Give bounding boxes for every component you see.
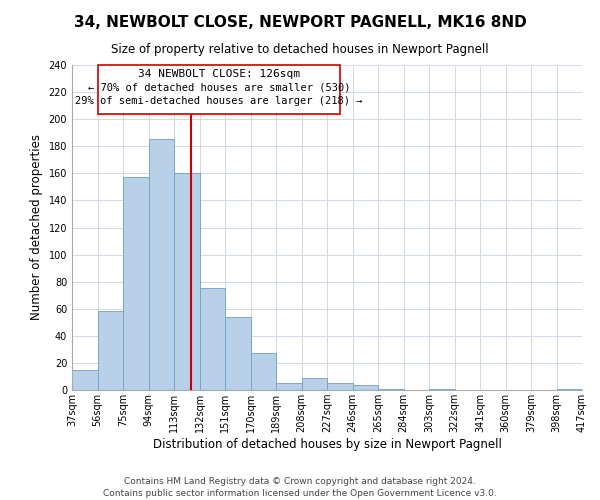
Bar [276,383,302,390]
Bar [199,288,225,390]
Bar [97,312,123,390]
Bar [557,388,582,390]
X-axis label: Distribution of detached houses by size in Newport Pagnell: Distribution of detached houses by size … [152,438,502,451]
Text: Contains HM Land Registry data © Crown copyright and database right 2024.: Contains HM Land Registry data © Crown c… [124,478,476,486]
Text: ← 70% of detached houses are smaller (530): ← 70% of detached houses are smaller (53… [88,82,350,92]
Bar [327,383,353,390]
Bar [251,354,276,390]
Text: Size of property relative to detached houses in Newport Pagnell: Size of property relative to detached ho… [111,42,489,56]
Bar [72,370,97,390]
Text: 29% of semi-detached houses are larger (218) →: 29% of semi-detached houses are larger (… [75,96,363,106]
Bar [302,378,327,390]
Bar [378,388,404,390]
Bar [149,140,174,390]
Text: 34 NEWBOLT CLOSE: 126sqm: 34 NEWBOLT CLOSE: 126sqm [138,69,300,79]
FancyBboxPatch shape [97,65,340,114]
Bar [225,317,251,390]
Bar [353,384,378,390]
Bar [174,174,199,390]
Bar [123,178,149,390]
Text: Contains public sector information licensed under the Open Government Licence v3: Contains public sector information licen… [103,489,497,498]
Text: 34, NEWBOLT CLOSE, NEWPORT PAGNELL, MK16 8ND: 34, NEWBOLT CLOSE, NEWPORT PAGNELL, MK16… [74,15,526,30]
Y-axis label: Number of detached properties: Number of detached properties [30,134,43,320]
Bar [429,388,455,390]
